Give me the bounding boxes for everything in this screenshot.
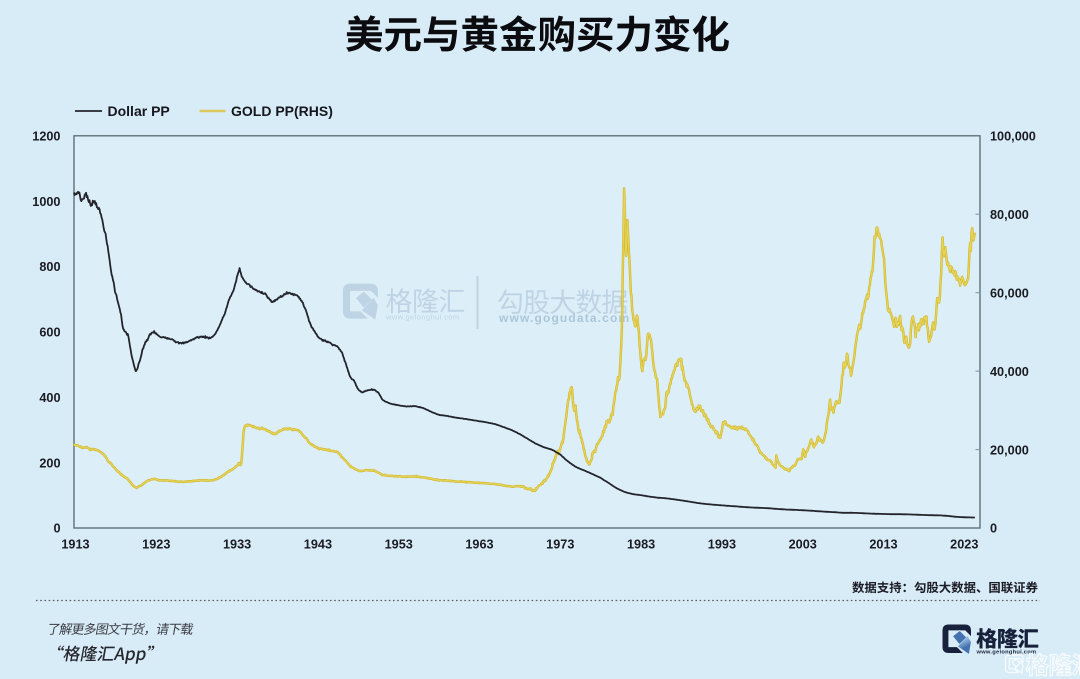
svg-text:1963: 1963 xyxy=(465,538,493,552)
svg-text:2013: 2013 xyxy=(869,538,897,552)
svg-text:20,000: 20,000 xyxy=(990,443,1029,457)
svg-text:www.gogudata.com: www.gogudata.com xyxy=(498,311,630,325)
svg-text:GOLD PP(RHS): GOLD PP(RHS) xyxy=(231,103,333,119)
svg-text:80,000: 80,000 xyxy=(990,208,1029,222)
svg-text:1000: 1000 xyxy=(32,195,60,209)
svg-text:2023: 2023 xyxy=(950,538,978,552)
svg-text:100,000: 100,000 xyxy=(990,130,1036,144)
svg-text:600: 600 xyxy=(39,326,60,340)
svg-text:1200: 1200 xyxy=(32,130,60,144)
svg-text:200: 200 xyxy=(39,456,60,470)
svg-text:1993: 1993 xyxy=(708,538,736,552)
svg-text:1913: 1913 xyxy=(61,538,89,552)
svg-text:400: 400 xyxy=(39,391,60,405)
svg-text:60,000: 60,000 xyxy=(990,286,1029,300)
svg-text:0: 0 xyxy=(53,522,60,536)
svg-text:www.gelonghui.com: www.gelonghui.com xyxy=(385,313,460,322)
svg-text:1933: 1933 xyxy=(223,538,251,552)
svg-text:800: 800 xyxy=(39,260,60,274)
svg-text:1953: 1953 xyxy=(385,538,413,552)
svg-text:1973: 1973 xyxy=(546,538,574,552)
svg-text:1943: 1943 xyxy=(304,538,332,552)
svg-text:1983: 1983 xyxy=(627,538,655,552)
svg-text:Dollar PP: Dollar PP xyxy=(108,103,170,119)
svg-text:40,000: 40,000 xyxy=(990,365,1029,379)
svg-text:2003: 2003 xyxy=(789,538,817,552)
svg-text:www.gelonghui.com: www.gelonghui.com xyxy=(976,649,1037,655)
svg-text:1923: 1923 xyxy=(142,538,170,552)
svg-text:0: 0 xyxy=(990,522,997,536)
